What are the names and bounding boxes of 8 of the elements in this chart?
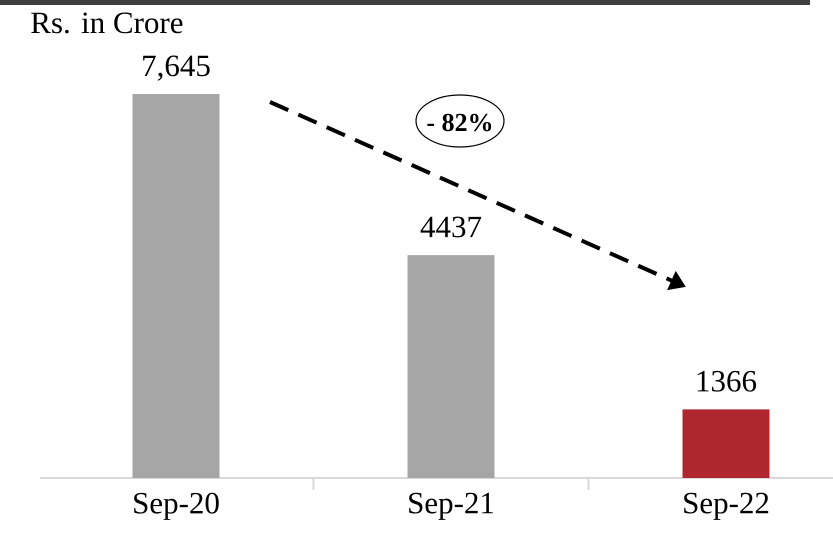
data-label: 4437 [420, 216, 482, 238]
x-tick-label: Sep-22 [684, 492, 768, 520]
y-axis-title: Rs. in Crore [31, 12, 182, 34]
data-label: 7,645 [143, 55, 210, 81]
annotation: - 82% [427, 114, 492, 132]
x-tick-label: Sep-21 [409, 492, 494, 520]
data-label: 1366 [698, 370, 756, 392]
x-tick-label: Sep-20 [134, 492, 219, 520]
